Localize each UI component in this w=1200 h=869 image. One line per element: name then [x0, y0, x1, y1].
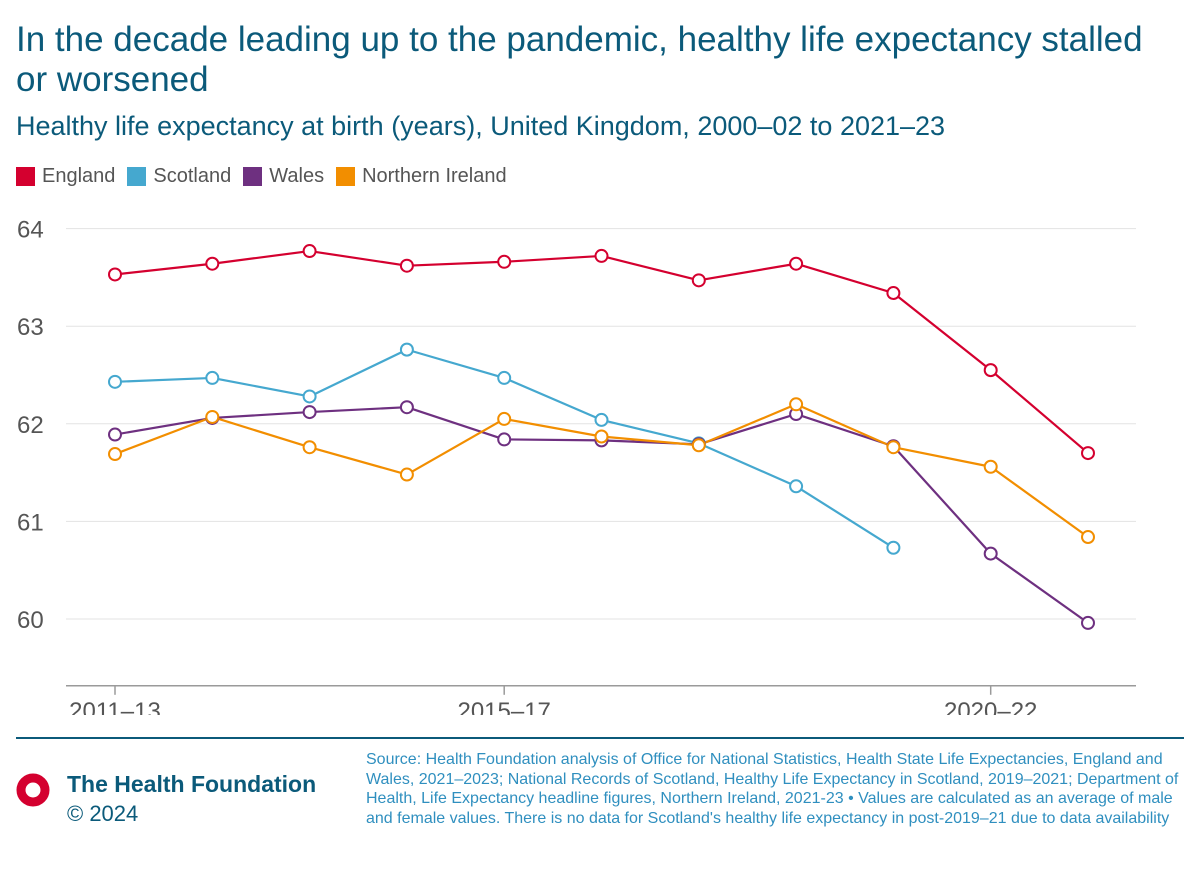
point-scotland-7 — [789, 479, 804, 494]
organisation-name: The Health Foundation — [67, 771, 317, 797]
legend-swatch-wales — [243, 166, 263, 186]
point-england-6 — [691, 273, 706, 288]
y-tick-label-60: 60 — [17, 607, 44, 634]
point-scotland-2 — [302, 389, 317, 404]
point-northern-ireland-1 — [205, 409, 220, 424]
point-northern-ireland-3 — [399, 467, 414, 482]
point-wales-3 — [399, 400, 414, 415]
point-wales-9 — [983, 546, 998, 561]
point-scotland-8 — [886, 540, 901, 555]
legend-item-england: England — [16, 165, 115, 188]
point-northern-ireland-4 — [497, 411, 512, 426]
point-england-1 — [205, 256, 220, 271]
line-chart: 60 61 62 63 64 2011–13 2015–17 2020–22 — [17, 217, 1136, 715]
point-northern-ireland-2 — [302, 440, 317, 455]
point-england-7 — [789, 256, 804, 271]
point-england-3 — [399, 258, 414, 273]
point-northern-ireland-7 — [789, 397, 804, 412]
point-england-8 — [886, 286, 901, 301]
legend-item-wales: Wales — [243, 165, 324, 188]
point-wales-2 — [302, 405, 317, 420]
x-tick-label-9: 2020–22 — [944, 698, 1037, 715]
legend-label-northern-ireland: Northern Ireland — [362, 164, 507, 187]
x-tick-label-0: 2011–13 — [69, 698, 161, 715]
point-england-9 — [983, 363, 998, 378]
source-note: Source: Health Foundation analysis of Of… — [366, 751, 1179, 827]
point-scotland-1 — [205, 370, 220, 385]
legend-swatch-england — [16, 166, 35, 186]
point-northern-ireland-9 — [983, 459, 998, 474]
y-tick-label-63: 63 — [17, 314, 44, 341]
point-northern-ireland-5 — [594, 429, 609, 444]
chart-title: In the decade leading up to the pandemic… — [16, 20, 1143, 99]
point-northern-ireland-0 — [108, 447, 122, 462]
point-scotland-4 — [497, 370, 512, 385]
legend-item-scotland: Scotland — [127, 165, 231, 188]
point-northern-ireland-10 — [1081, 530, 1095, 545]
footer-divider — [16, 737, 1184, 739]
legend-label-wales: Wales — [269, 164, 325, 187]
point-northern-ireland-8 — [886, 440, 901, 455]
legend-item-northern-ireland: Northern Ireland — [336, 165, 507, 188]
point-england-2 — [302, 244, 317, 259]
point-england-10 — [1081, 446, 1095, 461]
point-wales-4 — [497, 432, 512, 447]
legend-label-england: England — [42, 164, 116, 187]
point-england-5 — [594, 248, 609, 263]
point-wales-0 — [108, 427, 122, 442]
point-scotland-5 — [594, 412, 609, 427]
point-scotland-3 — [399, 342, 414, 357]
copyright: © 2024 — [67, 801, 139, 826]
y-tick-label-61: 61 — [17, 509, 44, 536]
point-scotland-0 — [108, 374, 122, 389]
point-england-4 — [497, 254, 512, 269]
y-tick-label-62: 62 — [17, 412, 44, 439]
chart-subtitle: Healthy life expectancy at birth (years)… — [16, 111, 946, 141]
health-foundation-logo-icon — [16, 773, 50, 807]
legend: England Scotland Wales Northern Ireland — [16, 163, 519, 189]
legend-label-scotland: Scotland — [153, 164, 232, 187]
point-wales-10 — [1081, 615, 1095, 630]
y-tick-label-64: 64 — [17, 217, 44, 244]
x-tick-label-4: 2015–17 — [457, 698, 550, 715]
point-northern-ireland-6 — [691, 438, 706, 453]
point-england-0 — [108, 267, 122, 282]
legend-swatch-scotland — [127, 166, 147, 186]
legend-swatch-northern-ireland — [336, 166, 356, 186]
